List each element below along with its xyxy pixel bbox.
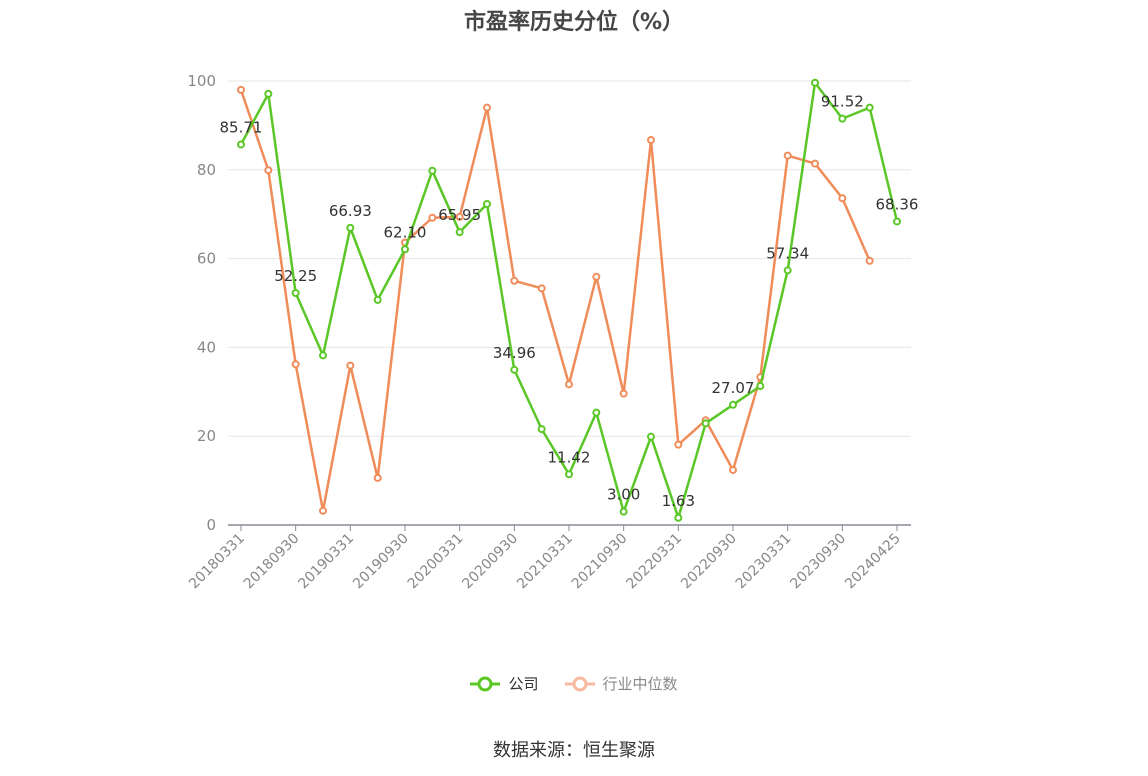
data-label: 52.25: [274, 267, 317, 285]
data-point-company: [291, 289, 300, 298]
data-point-industry: [619, 389, 628, 398]
data-point-company: [701, 419, 710, 428]
data-point-company: [264, 89, 273, 98]
data-point-industry: [291, 360, 300, 369]
data-label: 85.71: [220, 118, 263, 136]
x-tick-label: 20200331: [405, 531, 467, 593]
legend-industry-label: 行业中位数: [602, 675, 678, 693]
data-point-company: [756, 382, 765, 391]
chart-title: 市盈率历史分位（%）: [463, 10, 685, 35]
legend-item-company[interactable]: 公司: [470, 673, 539, 694]
data-label: 91.52: [821, 93, 864, 111]
data-point-industry: [729, 465, 737, 474]
data-point-company: [865, 103, 874, 112]
x-tick-label: 20220331: [623, 531, 685, 593]
data-point-industry: [373, 473, 382, 482]
data-point-company: [565, 470, 573, 479]
data-label: 68.36: [876, 195, 919, 213]
data-point-company: [428, 166, 437, 175]
data-point-industry: [783, 151, 792, 160]
data-point-company: [319, 351, 327, 360]
y-tick-label: 40: [197, 338, 216, 356]
data-point-industry: [674, 440, 683, 449]
data-point-industry: [319, 506, 327, 515]
data-label: 27.07: [712, 379, 755, 397]
data-point-company: [373, 295, 382, 304]
data-label: 34.96: [493, 344, 536, 362]
y-tick-label: 20: [197, 427, 216, 445]
legend-company-marker-icon: [470, 676, 501, 691]
data-point-industry: [455, 212, 464, 221]
data-point-company: [783, 266, 792, 275]
x-tick-label: 20210331: [514, 531, 576, 593]
legend-item-industry[interactable]: 行业中位数: [564, 673, 678, 694]
x-tick-label: 20220930: [678, 531, 740, 593]
data-point-industry: [346, 361, 355, 370]
data-point-company: [893, 217, 901, 226]
y-tick-label: 80: [197, 161, 216, 179]
data-point-industry: [237, 85, 245, 94]
y-tick-label: 0: [206, 516, 216, 534]
y-tick-label: 100: [187, 72, 216, 90]
series-line-industry: [239, 89, 871, 513]
x-tick-label: 20190331: [295, 531, 357, 593]
data-label: 1.63: [662, 492, 695, 510]
data-point-industry: [428, 213, 437, 222]
data-point-company: [455, 228, 464, 237]
data-point-industry: [537, 284, 546, 293]
data-label: 11.42: [548, 448, 591, 466]
legend: 公司 行业中位数: [0, 673, 1148, 694]
data-label: 62.10: [384, 223, 427, 241]
data-point-industry: [565, 380, 573, 389]
x-tick-label: 20240425: [842, 531, 904, 593]
data-label: 3.00: [607, 486, 640, 504]
data-point-industry: [838, 194, 847, 203]
data-point-industry: [510, 276, 519, 285]
data-point-company: [401, 245, 409, 254]
x-tick-label: 20210930: [569, 531, 631, 593]
x-tick-label: 20190930: [350, 531, 412, 593]
data-point-company: [346, 223, 355, 232]
data-point-company: [647, 432, 655, 441]
data-point-company: [838, 114, 847, 123]
x-tick-label: 20200930: [459, 531, 521, 593]
data-point-company: [811, 78, 819, 87]
x-tick-label: 20180331: [186, 531, 248, 593]
legend-industry-marker-icon: [564, 676, 595, 691]
data-point-industry: [483, 103, 491, 112]
data-point-industry: [264, 166, 273, 175]
data-point-company: [537, 425, 546, 434]
data-point-industry: [592, 272, 601, 281]
data-point-industry: [647, 136, 655, 145]
x-tick-label: 20230331: [733, 531, 795, 593]
data-point-company: [674, 513, 683, 522]
y-tick-label: 60: [197, 250, 216, 268]
data-label: 57.34: [766, 244, 809, 262]
data-source: 数据来源：恒生聚源: [493, 740, 655, 761]
x-tick-label: 20230930: [787, 531, 849, 593]
data-point-company: [483, 199, 491, 208]
data-point-industry: [811, 159, 819, 168]
data-point-company: [729, 400, 737, 409]
data-point-company: [619, 507, 628, 516]
x-tick-label: 20180930: [241, 531, 303, 593]
data-label: 65.95: [438, 206, 481, 224]
data-point-company: [237, 140, 245, 149]
legend-company-label: 公司: [508, 675, 539, 693]
data-point-industry: [865, 256, 874, 265]
data-point-company: [592, 408, 601, 417]
data-label: 66.93: [329, 202, 372, 220]
data-point-company: [510, 365, 519, 374]
